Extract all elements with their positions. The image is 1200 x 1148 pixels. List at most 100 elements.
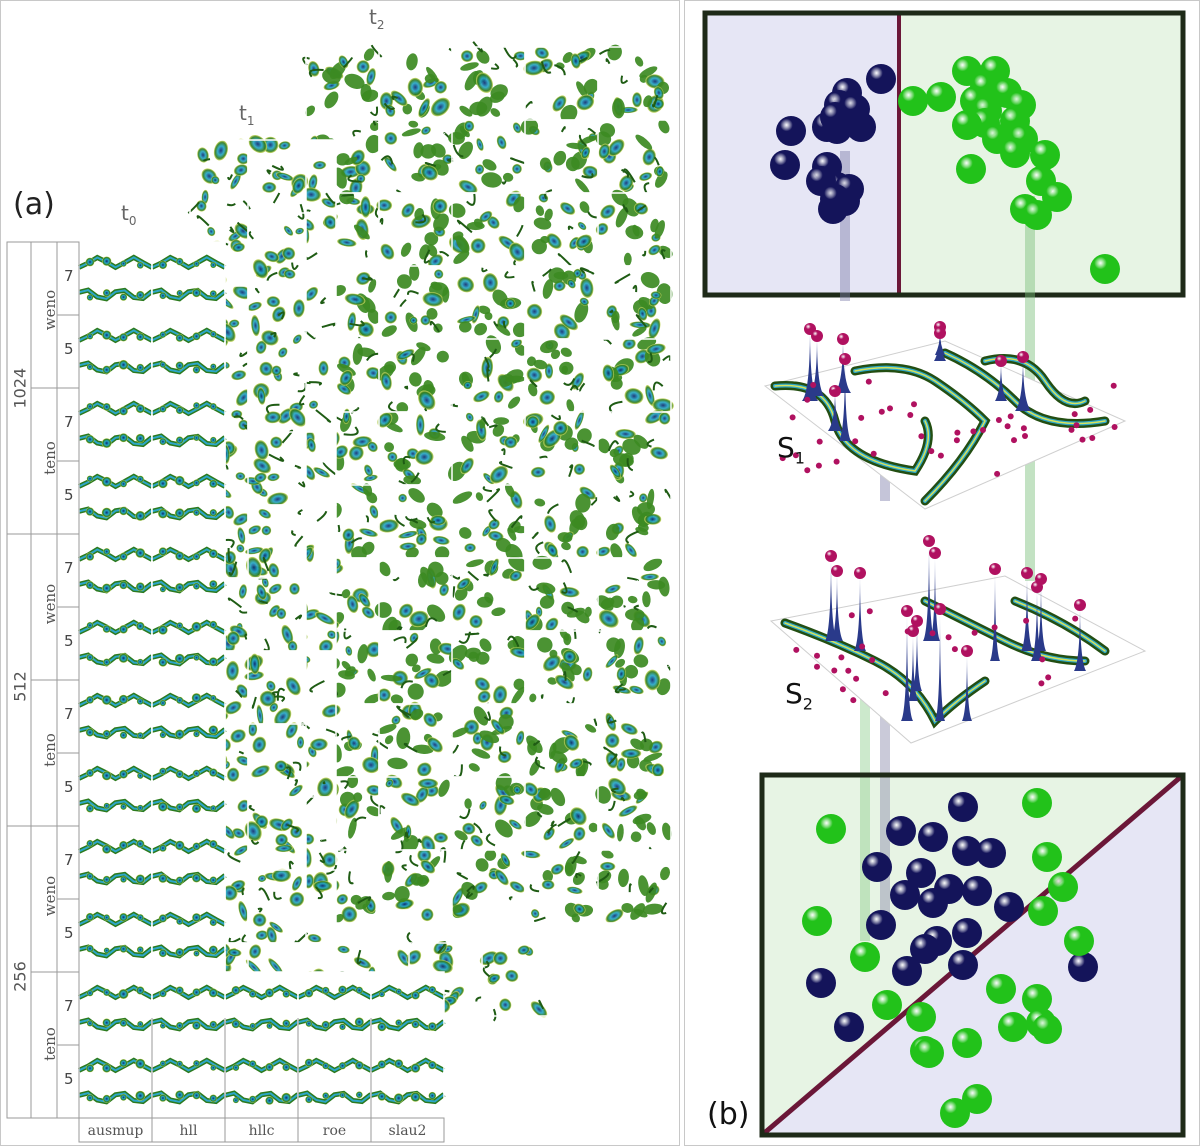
- sim-tile: [524, 189, 599, 267]
- panel-b: S1 S2 (b): [684, 0, 1200, 1146]
- sim-tile: [597, 337, 674, 413]
- persistence-peak: [1074, 599, 1086, 671]
- panel-a-label: (a): [13, 187, 55, 222]
- green-class-point: [802, 906, 832, 936]
- sim-tile: [150, 314, 227, 389]
- sim-tile: [451, 41, 528, 121]
- minor-peak: [945, 634, 952, 641]
- region-blue-top: [705, 13, 899, 295]
- minor-peak: [1079, 436, 1086, 443]
- blue-class-point: [820, 184, 850, 214]
- sim-tile: [150, 752, 227, 827]
- green-class-point: [1032, 1014, 1062, 1044]
- sim-tile: [150, 898, 227, 973]
- minor-peak: [970, 428, 977, 435]
- solver-label-slau2: slau2: [388, 1123, 427, 1139]
- sim-tile: [296, 971, 373, 1046]
- minor-peak: [838, 654, 845, 661]
- green-class-point: [1090, 254, 1120, 284]
- order-label-7: 7: [64, 413, 74, 431]
- blue-class-point: [976, 838, 1006, 868]
- sim-tile: [245, 504, 307, 579]
- minor-peak: [1038, 680, 1045, 687]
- solver-label-roe: roe: [322, 1123, 347, 1139]
- minor-peak: [831, 389, 838, 396]
- order-label-5: 5: [64, 924, 74, 942]
- blue-class-point: [952, 918, 982, 948]
- green-class-point: [952, 110, 982, 140]
- bottom-frame: [759, 772, 1186, 1138]
- blue-class-point: [918, 822, 948, 852]
- blue-class-point: [834, 1012, 864, 1042]
- order-label-7: 7: [64, 705, 74, 723]
- persistence-peak: [839, 353, 851, 441]
- sim-tile: [77, 460, 154, 535]
- sim-tile: [77, 679, 154, 754]
- sim-tile: [247, 722, 311, 798]
- sim-tile: [523, 776, 599, 851]
- minor-peak: [814, 652, 820, 659]
- minor-peak: [911, 401, 917, 408]
- minor-peak: [991, 624, 998, 631]
- solver-label-ausmup: ausmup: [87, 1123, 144, 1139]
- minor-peak: [865, 378, 872, 385]
- sim-tile: [244, 650, 307, 727]
- persistence-peak: [1021, 567, 1033, 651]
- sim-tile: [522, 410, 599, 486]
- sim-tile: [377, 411, 453, 493]
- sim-tile: [247, 868, 309, 946]
- minor-peak: [1007, 413, 1014, 420]
- green-class-point: [956, 154, 986, 184]
- persistence-peak: [825, 550, 837, 641]
- blue-class-point: [892, 956, 922, 986]
- green-class-point: [1022, 200, 1052, 230]
- sim-tile: [595, 849, 672, 924]
- sim-tile: [450, 335, 527, 413]
- persistence-peak: [810, 330, 824, 396]
- sim-tile: [451, 265, 528, 340]
- sim-tile: [597, 703, 672, 778]
- persistence-peak: [835, 333, 851, 393]
- green-class-point: [816, 814, 846, 844]
- blue-class-point: [820, 102, 850, 132]
- blue-class-point: [962, 876, 992, 906]
- sim-tile: [520, 849, 599, 924]
- surface-s2: [769, 575, 1147, 744]
- minor-peak: [816, 438, 823, 445]
- minor-peak: [789, 414, 796, 421]
- minor-peak: [882, 690, 889, 697]
- minor-peak: [1071, 411, 1078, 418]
- minor-peak: [1110, 382, 1117, 389]
- minor-peak: [994, 470, 1001, 477]
- sim-tile: [77, 898, 154, 973]
- sim-tile: [369, 1044, 446, 1119]
- minor-peak: [1073, 422, 1080, 429]
- blue-class-point: [862, 852, 892, 882]
- order-label-7: 7: [64, 997, 74, 1015]
- sim-tile: [479, 942, 556, 1022]
- sim-tile: [378, 840, 453, 924]
- surface-label-s1: S1: [777, 431, 805, 468]
- sim-tile: [523, 46, 599, 123]
- sim-tile: [451, 849, 526, 924]
- blue-class-point: [906, 858, 936, 888]
- order-label-7: 7: [64, 267, 74, 285]
- order-label-7: 7: [64, 559, 74, 577]
- sim-tile: [595, 189, 673, 267]
- minor-peak: [971, 629, 978, 636]
- minor-peak: [1068, 426, 1075, 433]
- sim-tile: [524, 265, 599, 341]
- green-class-point: [914, 1038, 944, 1068]
- panel-b-label: (b): [707, 1097, 750, 1132]
- green-class-point: [986, 974, 1016, 1004]
- persistence-peak: [901, 605, 913, 721]
- green-class-point: [1022, 788, 1052, 818]
- sim-tile: [247, 577, 307, 653]
- blue-class-point: [910, 934, 940, 964]
- minor-peak: [980, 427, 986, 433]
- sim-tile: [77, 533, 154, 608]
- green-class-point: [1048, 872, 1078, 902]
- sim-tile: [77, 387, 154, 462]
- persistence-peak: [961, 645, 973, 721]
- sim-tile: [524, 555, 599, 633]
